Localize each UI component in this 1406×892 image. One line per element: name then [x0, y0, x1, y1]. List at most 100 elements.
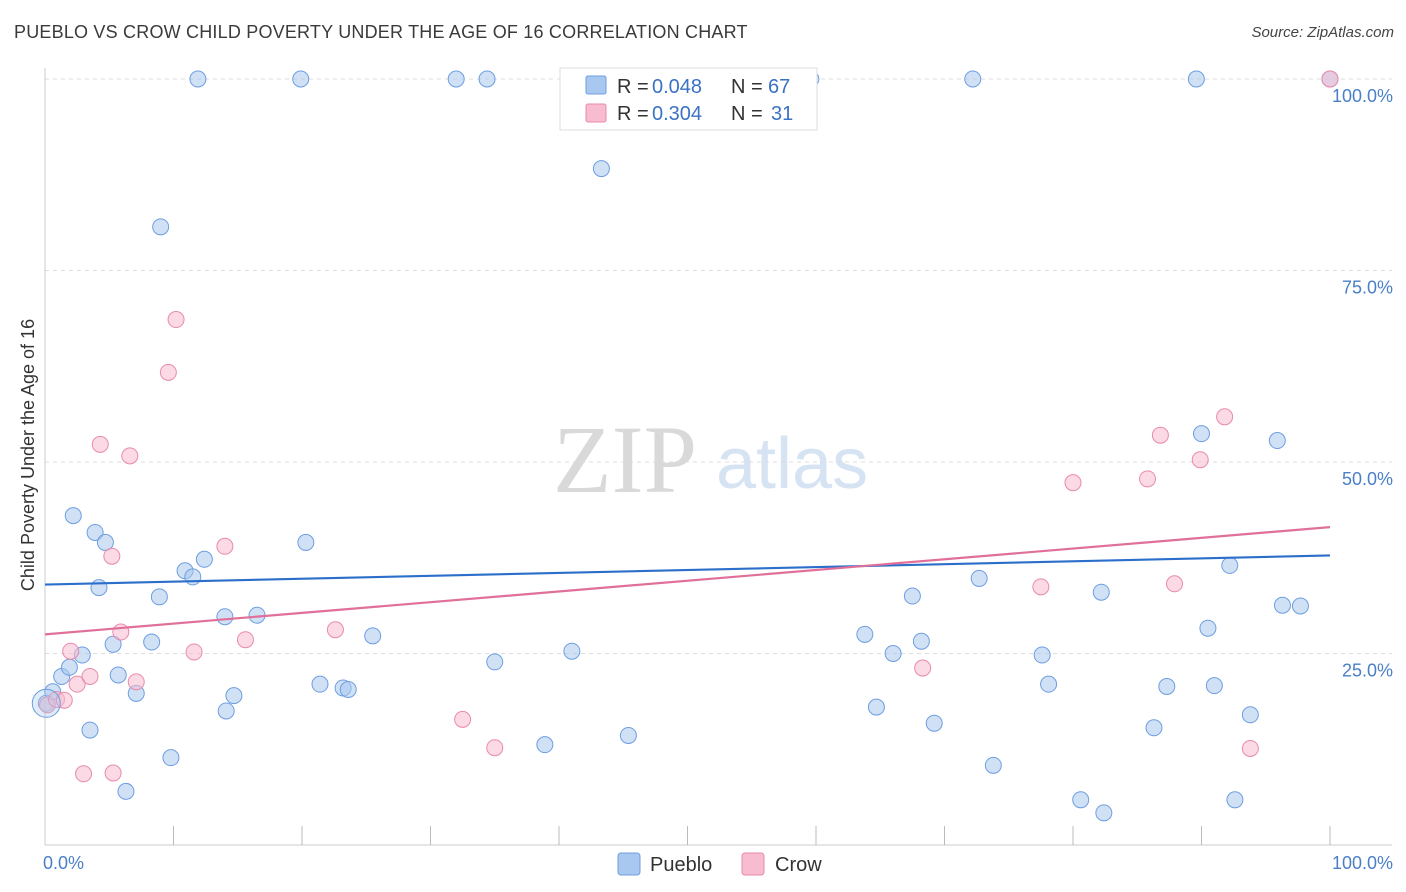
pueblo-point — [856, 625, 874, 643]
pueblo-point — [1226, 791, 1244, 809]
crow-point — [62, 642, 80, 660]
watermark: ZIP atlas — [553, 406, 868, 513]
series-legend-label-crow: Crow — [775, 854, 822, 876]
y-tick-label: 75.0% — [1342, 278, 1393, 298]
legend-r-label-crow: R = — [617, 103, 649, 125]
pueblo-point — [1158, 677, 1176, 695]
pueblo-point — [1193, 425, 1210, 443]
crow-trend-line — [44, 526, 1331, 636]
pueblo-point — [195, 550, 213, 568]
legend-n-label-crow: N = — [731, 103, 763, 125]
pueblo-point — [984, 756, 1002, 774]
crow-point — [159, 363, 177, 381]
axes — [44, 68, 1392, 846]
watermark-atlas: atlas — [716, 424, 868, 504]
pueblo-point — [81, 721, 99, 739]
legend-n-value-crow: 31 — [771, 103, 793, 125]
watermark-zip: ZIP — [553, 406, 697, 513]
pueblo-point — [447, 70, 465, 88]
y-tick-label: 100.0% — [1332, 86, 1393, 106]
crow-point — [167, 311, 185, 329]
crow-point — [1321, 70, 1339, 88]
pueblo-point — [60, 658, 78, 676]
y-tick-label: 25.0% — [1342, 661, 1393, 681]
crow-point — [486, 739, 504, 757]
pueblo-point — [1268, 432, 1286, 450]
pueblo-point — [1092, 583, 1110, 601]
legend-swatch-crow — [585, 103, 607, 123]
pueblo-point — [912, 632, 930, 650]
crow-point — [91, 435, 109, 453]
legend-swatch-pueblo — [585, 75, 607, 95]
crow-point — [914, 659, 932, 677]
gridlines — [45, 78, 1392, 654]
pueblo-point — [1221, 556, 1239, 574]
crow-point — [127, 673, 145, 691]
pueblo-point — [884, 645, 902, 662]
pueblo-point — [217, 702, 235, 720]
pueblo-point — [478, 70, 496, 88]
pueblo-point — [1199, 619, 1217, 637]
pueblo-point — [970, 569, 988, 587]
pueblo-point-large — [31, 688, 61, 718]
crow-point — [81, 667, 99, 685]
pueblo-point — [1187, 70, 1205, 88]
y-axis-label: Child Poverty Under the Age of 16 — [18, 319, 38, 591]
pueblo-point — [964, 70, 982, 88]
crow-point — [216, 537, 234, 555]
pueblo-point — [536, 736, 554, 754]
legend-n-value-pueblo: 67 — [768, 76, 790, 98]
crow-point — [1032, 578, 1050, 596]
crow-point — [121, 447, 139, 465]
x-tick-labels: 0.0% 100.0% — [43, 853, 1393, 873]
crow-point — [104, 764, 122, 782]
pueblo-point — [1205, 677, 1223, 695]
pueblo-point — [64, 507, 82, 525]
pueblo-point — [109, 666, 127, 684]
pueblo-point — [339, 681, 357, 699]
pueblo-point — [86, 523, 104, 541]
pueblo-point — [189, 70, 207, 88]
crow-point — [68, 675, 86, 693]
pueblo-point — [1095, 804, 1113, 822]
pueblo-point — [563, 642, 581, 660]
crow-point — [454, 710, 472, 728]
crow-point — [1166, 575, 1184, 593]
crow-point — [1191, 451, 1209, 469]
pueblo-point — [1273, 596, 1291, 614]
trend-lines — [44, 526, 1331, 636]
crow-point — [1216, 408, 1234, 426]
pueblo-point — [1040, 675, 1058, 693]
crow-point — [75, 765, 93, 783]
crow-point — [326, 621, 344, 639]
crow-point — [236, 631, 254, 649]
pueblo-point — [292, 70, 310, 88]
chart-source: Source: ZipAtlas.com — [1251, 24, 1394, 41]
pueblo-point — [184, 568, 202, 586]
pueblo-point — [90, 579, 108, 597]
pueblo-trend-line — [44, 554, 1331, 586]
pueblo-point — [592, 160, 610, 178]
pueblo-point — [867, 698, 885, 716]
pueblo-point — [150, 588, 168, 606]
legend-n-label-pueblo: N = — [731, 76, 763, 98]
chart-title: PUEBLO VS CROW CHILD POVERTY UNDER THE A… — [14, 22, 748, 42]
crow-point — [1241, 739, 1259, 757]
crow-point — [185, 643, 203, 661]
pueblo-point — [225, 687, 243, 705]
y-tick-label: 50.0% — [1342, 469, 1393, 489]
pueblo-point — [117, 782, 135, 800]
pueblo-point — [1241, 706, 1259, 724]
pueblo-point — [903, 587, 921, 605]
legend-r-label-pueblo: R = — [617, 76, 649, 98]
series-legend-swatch-crow — [741, 852, 765, 876]
pueblo-point — [162, 749, 180, 767]
pueblo-point — [486, 653, 504, 671]
pueblo-point — [619, 726, 637, 744]
pueblo-point — [104, 635, 122, 653]
pueblo-point — [1033, 646, 1051, 664]
pueblo-point — [925, 714, 943, 732]
legend-r-value-crow: 0.304 — [652, 103, 702, 125]
pueblo-point — [1072, 791, 1090, 809]
